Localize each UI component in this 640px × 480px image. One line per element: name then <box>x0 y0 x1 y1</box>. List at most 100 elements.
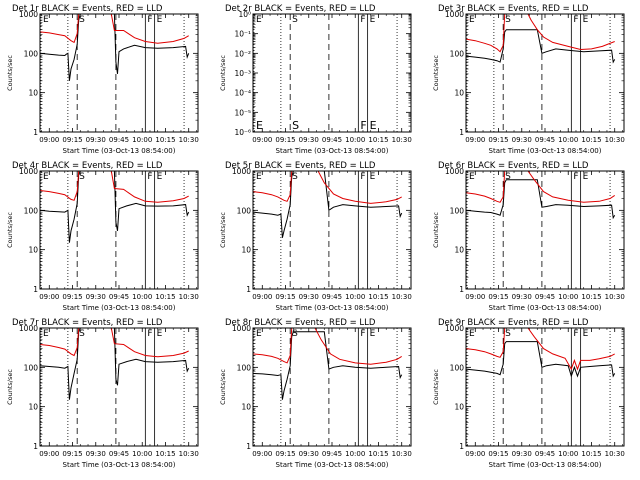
marker-label: F <box>147 172 152 182</box>
panel-title: Det 6r BLACK = Events, RED = LLD <box>438 161 589 171</box>
x-tick-label: 10:15 <box>581 293 601 301</box>
x-tick-label: 09:30 <box>299 293 319 301</box>
panel-4: Det 4r BLACK = Events, RED = LLD Counts/s… <box>6 161 199 312</box>
y-axis-label: Counts/sec <box>432 55 440 91</box>
panel-6: Det 6r BLACK = Events, RED = LLD Counts/s… <box>432 161 625 312</box>
x-tick-label: 09:00 <box>465 136 485 144</box>
x-tick-label: 09:45 <box>535 136 555 144</box>
y-tick-label: 1 <box>33 128 38 137</box>
x-tick-label: 09:00 <box>39 136 59 144</box>
panel-5: Det 5r BLACK = Events, RED = LLD Counts/s… <box>219 161 412 312</box>
x-tick-label: 09:00 <box>252 136 272 144</box>
y-tick-label: 10 <box>28 89 38 98</box>
y-tick-label: 1000 <box>232 324 251 333</box>
y-tick-label: 1 <box>246 285 251 294</box>
marker-label: S <box>79 15 85 25</box>
x-tick-label: 09:15 <box>275 293 295 301</box>
plot-frame <box>39 170 199 290</box>
x-axis-label: Start Time (03-Oct-13 08:54:00) <box>63 304 176 312</box>
x-tick-label: 10:30 <box>392 450 412 458</box>
plot-frame <box>465 13 625 133</box>
x-tick-label: 09:00 <box>39 450 59 458</box>
series-events-line <box>252 331 403 400</box>
panel-title: Det 3r BLACK = Events, RED = LLD <box>438 4 589 14</box>
x-tick-label: 10:00 <box>558 450 578 458</box>
marker-label: S <box>505 172 511 182</box>
panel-title: Det 7r BLACK = Events, RED = LLD <box>12 318 163 328</box>
x-tick-label: 09:30 <box>512 450 532 458</box>
y-tick-label: 100 <box>24 206 39 215</box>
marker-label: E <box>370 119 377 132</box>
y-tick-label: 1 <box>459 285 464 294</box>
y-tick-label: 1 <box>459 128 464 137</box>
plot-frame <box>465 170 625 290</box>
x-tick-label: 10:30 <box>179 450 199 458</box>
panel-title: Det 1r BLACK = Events, RED = LLD <box>12 4 163 14</box>
x-tick-label: 10:15 <box>581 136 601 144</box>
x-tick-label: 09:15 <box>275 136 295 144</box>
y-tick-label: 100 <box>450 49 465 58</box>
marker-label: S <box>292 15 298 25</box>
x-axis-label: Start Time (03-Oct-13 08:54:00) <box>276 461 389 469</box>
marker-label: E <box>469 329 475 339</box>
marker-label: E <box>583 329 589 339</box>
y-tick-label: 100 <box>24 363 39 372</box>
x-tick-label: 10:30 <box>392 293 412 301</box>
marker-label: E <box>370 15 376 25</box>
x-tick-label: 09:15 <box>62 450 82 458</box>
marker-label: F <box>573 15 578 25</box>
x-tick-label: 09:45 <box>322 293 342 301</box>
plot-frame <box>252 327 412 447</box>
y-tick-label: 1 <box>33 285 38 294</box>
x-tick-label: 10:30 <box>605 450 625 458</box>
y-tick-label: 100 <box>450 206 465 215</box>
x-tick-label: 10:15 <box>581 450 601 458</box>
marker-label: F <box>573 172 578 182</box>
y-tick-label: 10⁰ <box>238 10 251 19</box>
x-axis-label: Start Time (03-Oct-13 08:54:00) <box>489 461 602 469</box>
marker-label: F <box>147 329 152 339</box>
x-tick-label: 10:15 <box>368 293 388 301</box>
y-tick-label: 1 <box>459 442 464 451</box>
x-tick-label: 10:15 <box>155 293 175 301</box>
series-events-line <box>252 170 403 238</box>
x-tick-label: 09:45 <box>109 293 129 301</box>
x-tick-label: 09:30 <box>86 450 106 458</box>
x-tick-label: 09:45 <box>322 136 342 144</box>
y-tick-label: 1 <box>246 442 251 451</box>
x-tick-label: 09:15 <box>488 450 508 458</box>
x-tick-label: 10:15 <box>368 450 388 458</box>
y-tick-label: 10⁻³ <box>234 69 251 78</box>
y-tick-label: 10 <box>28 246 38 255</box>
panel-title: Det 9r BLACK = Events, RED = LLD <box>438 318 589 328</box>
y-tick-label: 10⁻² <box>234 49 251 58</box>
x-tick-label: 09:45 <box>109 450 129 458</box>
x-axis-label: Start Time (03-Oct-13 08:54:00) <box>63 461 176 469</box>
y-tick-label: 1000 <box>445 324 464 333</box>
y-tick-label: 10 <box>454 89 464 98</box>
marker-label: S <box>505 15 511 25</box>
x-tick-label: 10:15 <box>368 136 388 144</box>
x-tick-label: 10:30 <box>179 136 199 144</box>
y-tick-label: 10⁻⁵ <box>234 108 251 117</box>
marker-label: E <box>157 15 163 25</box>
x-tick-label: 09:30 <box>86 136 106 144</box>
marker-label: E <box>43 329 49 339</box>
y-tick-label: 100 <box>24 49 39 58</box>
marker-label: S <box>292 119 299 132</box>
y-tick-label: 10⁻¹ <box>234 30 251 39</box>
series-events-line <box>465 341 616 378</box>
series-events-line <box>465 179 616 220</box>
x-axis-label: Start Time (03-Oct-13 08:54:00) <box>276 304 389 312</box>
plot-frame <box>39 13 199 133</box>
panel-9: Det 9r BLACK = Events, RED = LLD Counts/s… <box>432 318 625 469</box>
x-tick-label: 09:30 <box>299 450 319 458</box>
y-tick-label: 10 <box>28 403 38 412</box>
x-tick-label: 09:45 <box>535 450 555 458</box>
panel-title: Det 2r BLACK = Events, RED = LLD <box>225 4 376 14</box>
x-tick-label: 10:15 <box>155 136 175 144</box>
marker-label: S <box>79 329 85 339</box>
y-tick-label: 10 <box>241 246 251 255</box>
x-tick-label: 09:15 <box>488 293 508 301</box>
